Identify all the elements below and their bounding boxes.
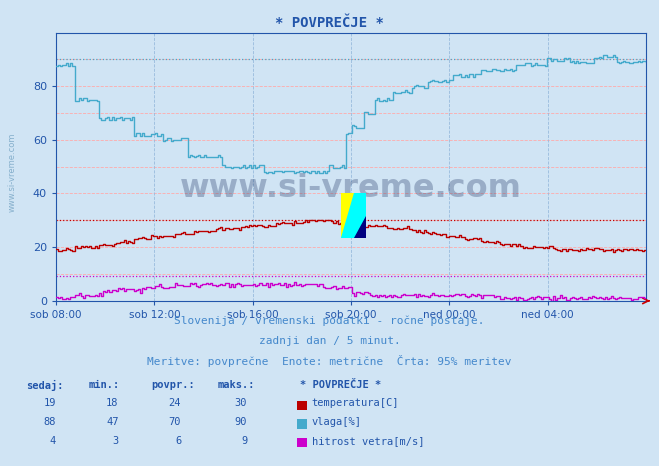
Text: sedaj:: sedaj: <box>26 380 64 391</box>
Text: 90: 90 <box>235 417 247 427</box>
Text: 3: 3 <box>113 436 119 445</box>
Text: 9: 9 <box>241 436 247 445</box>
Text: 47: 47 <box>106 417 119 427</box>
Text: www.si-vreme.com: www.si-vreme.com <box>180 172 522 204</box>
Text: www.si-vreme.com: www.si-vreme.com <box>8 133 17 212</box>
Text: * POVPREČJE *: * POVPREČJE * <box>275 16 384 30</box>
Text: 88: 88 <box>43 417 56 427</box>
Text: * POVPREČJE *: * POVPREČJE * <box>300 380 381 390</box>
Text: 6: 6 <box>175 436 181 445</box>
Text: 4: 4 <box>50 436 56 445</box>
Polygon shape <box>354 215 366 238</box>
Text: Meritve: povprečne  Enote: metrične  Črta: 95% meritev: Meritve: povprečne Enote: metrične Črta:… <box>147 355 512 367</box>
Text: 30: 30 <box>235 398 247 408</box>
Text: vlaga[%]: vlaga[%] <box>312 417 362 427</box>
Text: maks.:: maks.: <box>217 380 255 390</box>
Text: 70: 70 <box>169 417 181 427</box>
Text: Slovenija / vremenski podatki - ročne postaje.: Slovenija / vremenski podatki - ročne po… <box>174 316 485 327</box>
Text: 24: 24 <box>169 398 181 408</box>
Text: min.:: min.: <box>89 380 120 390</box>
Text: povpr.:: povpr.: <box>152 380 195 390</box>
Text: temperatura[C]: temperatura[C] <box>312 398 399 408</box>
Bar <box>341 193 354 238</box>
Text: hitrost vetra[m/s]: hitrost vetra[m/s] <box>312 436 424 445</box>
Polygon shape <box>341 193 366 238</box>
Text: 19: 19 <box>43 398 56 408</box>
Text: 18: 18 <box>106 398 119 408</box>
Text: zadnji dan / 5 minut.: zadnji dan / 5 minut. <box>258 336 401 345</box>
